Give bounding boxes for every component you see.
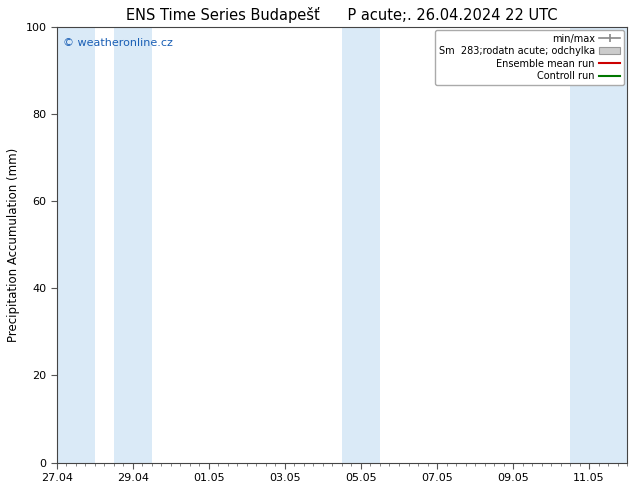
- Y-axis label: Precipitation Accumulation (mm): Precipitation Accumulation (mm): [7, 147, 20, 342]
- Legend: min/max, Sm  283;rodatn acute; odchylka, Ensemble mean run, Controll run: min/max, Sm 283;rodatn acute; odchylka, …: [435, 30, 624, 85]
- Bar: [570, 27, 627, 463]
- Bar: [57, 27, 95, 463]
- Text: © weatheronline.cz: © weatheronline.cz: [63, 38, 172, 48]
- Bar: [342, 27, 380, 463]
- Bar: [114, 27, 152, 463]
- Title: ENS Time Series Budapešť      P acute;. 26.04.2024 22 UTC: ENS Time Series Budapešť P acute;. 26.04…: [126, 7, 558, 23]
